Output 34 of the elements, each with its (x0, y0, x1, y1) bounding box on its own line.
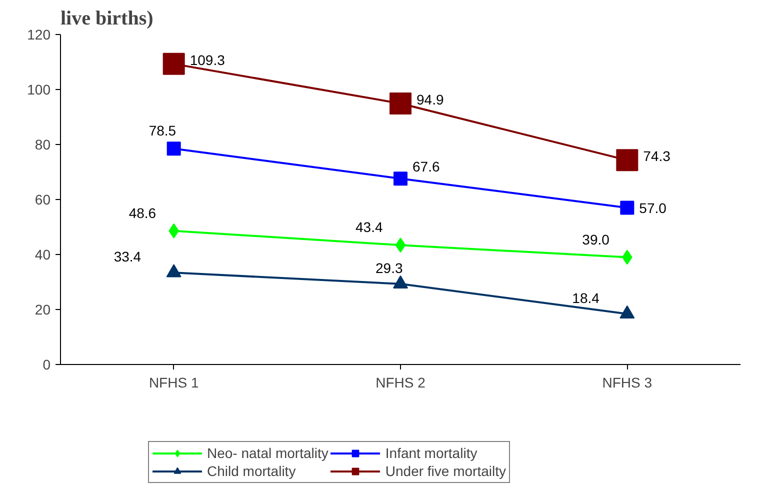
legend-label: Infant mortality (385, 445, 478, 461)
data-label: 74.3 (643, 148, 671, 164)
y-tick-label: 0 (42, 356, 51, 372)
data-label: 39.0 (582, 231, 610, 248)
point (394, 172, 408, 186)
point (390, 92, 412, 115)
x-tick-label: NFHS 1 (148, 374, 199, 390)
point (395, 238, 406, 253)
data-label: 67.6 (412, 158, 440, 175)
chart-title: live births) (60, 8, 154, 30)
point (162, 52, 185, 75)
legend-label: Neo- natal mortality (207, 445, 328, 461)
point (620, 200, 634, 215)
data-label: 43.4 (356, 219, 383, 236)
y-tick-label: 80 (34, 136, 51, 152)
legend-label: Child mortality (207, 463, 296, 479)
y-tick-label: 60 (34, 192, 51, 208)
data-label: 78.5 (148, 122, 176, 139)
data-label: 57.0 (639, 200, 667, 216)
x-tick-label: NFHS 2 (376, 374, 426, 390)
data-label: 33.4 (114, 248, 142, 265)
data-label: 94.9 (416, 92, 444, 108)
point (616, 149, 638, 172)
data-label: 29.3 (376, 260, 403, 276)
y-tick-label: 100 (27, 82, 51, 98)
y-tick-label: 20 (34, 302, 51, 318)
data-label: 18.4 (572, 290, 600, 306)
data-label: 109.3 (190, 52, 226, 68)
point (166, 142, 181, 156)
data-label: 48.6 (128, 204, 156, 221)
y-tick-label: 40 (34, 246, 51, 262)
x-tick-label: NFHS 3 (602, 374, 652, 390)
y-tick-label: 120 (27, 26, 51, 42)
legend-label: Under five mortailty (385, 463, 506, 479)
